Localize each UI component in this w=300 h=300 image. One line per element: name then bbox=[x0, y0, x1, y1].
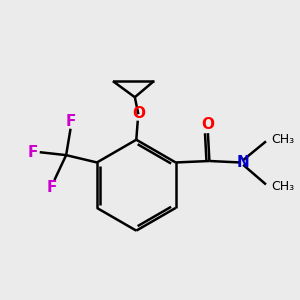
Text: CH₃: CH₃ bbox=[271, 180, 294, 193]
Text: O: O bbox=[201, 117, 214, 132]
Text: F: F bbox=[27, 145, 38, 160]
Text: CH₃: CH₃ bbox=[271, 133, 294, 146]
Text: F: F bbox=[46, 180, 57, 195]
Text: O: O bbox=[133, 106, 146, 121]
Text: F: F bbox=[65, 114, 76, 129]
Text: N: N bbox=[236, 155, 249, 170]
